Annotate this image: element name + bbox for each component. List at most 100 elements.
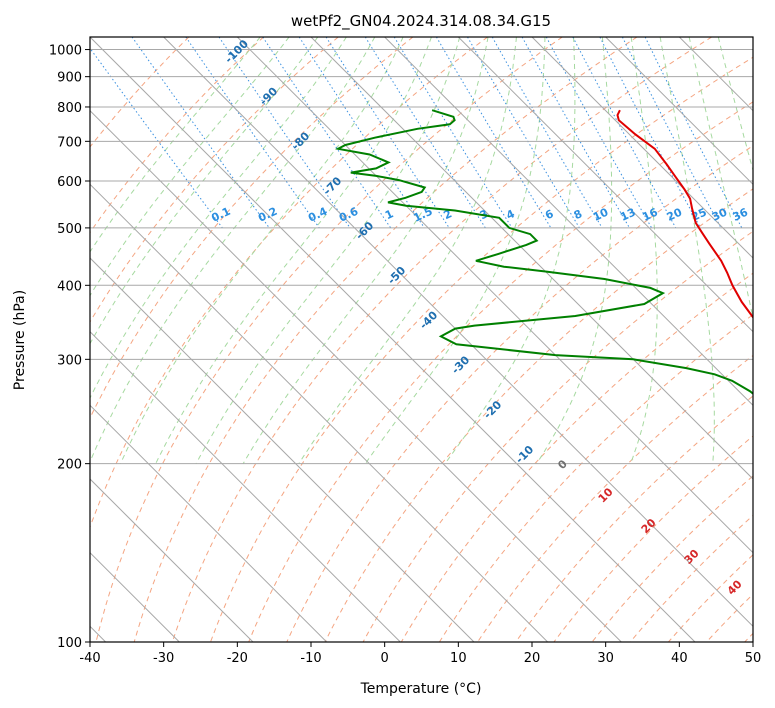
mixing-ratio-line <box>545 37 653 229</box>
moist-adiabat-line <box>90 37 347 400</box>
moist-adiabat-line <box>90 37 319 345</box>
mixing-ratio-label: 30 <box>710 205 730 223</box>
y-axis-title: Pressure (hPa) <box>12 290 28 390</box>
isotherm-line <box>531 37 753 259</box>
isotherm-label: 30 <box>682 547 702 567</box>
mixing-ratio-label: 4 <box>504 207 517 222</box>
isotherm-line <box>90 37 696 642</box>
mixing-ratio-label: 20 <box>665 205 685 223</box>
moist-adiabat-line <box>630 37 658 464</box>
dry-adiabat-line <box>95 37 563 642</box>
mixing-ratio-line <box>298 37 425 229</box>
moist-adiabat-line <box>364 37 546 464</box>
isotherm-line <box>90 257 475 642</box>
moist-adiabat-line <box>195 37 461 464</box>
y-tick-label: 1000 <box>49 44 82 59</box>
x-tick-label: -20 <box>227 651 248 666</box>
mixing-ratio-label: 6 <box>543 207 556 222</box>
dry-adiabat-line <box>591 475 753 642</box>
isotherm-label: 20 <box>639 516 659 536</box>
dry-adiabat-line <box>90 37 488 529</box>
mixing-ratio-line <box>90 47 223 229</box>
dry-adiabat-line <box>133 37 638 642</box>
x-tick-label: 20 <box>524 651 541 666</box>
y-tick-label: 100 <box>57 636 82 651</box>
isotherm-line <box>163 37 753 628</box>
x-tick-label: -40 <box>79 651 100 666</box>
dry-adiabat-line <box>90 37 190 148</box>
y-tick-label: 500 <box>57 222 82 237</box>
mixing-ratio-label: 16 <box>640 205 660 223</box>
y-tick-label: 400 <box>57 279 82 294</box>
x-axis-title: Temperature (°C) <box>360 681 482 697</box>
y-tick-label: 700 <box>57 135 82 150</box>
moist-adiabat-line <box>444 37 576 464</box>
moist-adiabat-line <box>717 37 753 173</box>
dry-adiabat-line <box>400 272 753 642</box>
x-tick-label: 10 <box>450 651 467 666</box>
isotherm-line <box>236 37 753 554</box>
mixing-ratio-line <box>218 37 351 229</box>
isotherm-label: -90 <box>257 85 280 108</box>
mixing-ratio-label: 36 <box>731 205 751 223</box>
y-tick-label: 800 <box>57 101 82 116</box>
mixing-ratio-line <box>644 37 743 229</box>
dry-adiabat-line <box>248 101 753 642</box>
dry-adiabat-line <box>744 632 753 642</box>
x-tick-label: -30 <box>153 651 174 666</box>
mixing-ratio-label: 13 <box>618 206 637 224</box>
isotherm-label: -10 <box>513 443 536 466</box>
dewpoint-profile-line <box>335 109 753 395</box>
dry-adiabat-line <box>90 37 414 420</box>
y-tick-label: 600 <box>57 175 82 190</box>
dry-adiabat-line <box>668 554 753 642</box>
moist-adiabat-line <box>242 37 489 464</box>
moist-adiabat-line <box>120 37 404 464</box>
y-tick-label: 300 <box>57 353 82 368</box>
y-tick-label: 200 <box>57 458 82 473</box>
moist-adiabat-line <box>155 37 432 464</box>
isotherm-line <box>90 404 328 642</box>
mixing-ratio-line <box>599 37 701 229</box>
x-tick-label: 40 <box>671 651 688 666</box>
isotherm-line <box>384 37 753 407</box>
isotherm-label: -80 <box>289 129 312 152</box>
plot-frame <box>89 36 754 643</box>
x-tick-label: 0 <box>381 651 389 666</box>
x-tick-label: 50 <box>745 651 762 666</box>
chart-title: wetPf2_GN04.2024.314.08.34.G15 <box>291 12 551 31</box>
temperature-profile-line <box>616 109 753 319</box>
dry-adiabat-line <box>438 313 753 642</box>
isotherm-line <box>310 37 753 480</box>
mixing-ratio-line <box>572 37 677 229</box>
isotherm-label: -70 <box>321 174 344 197</box>
isotherm-label: -60 <box>353 219 376 242</box>
isotherm-line <box>90 330 401 642</box>
moist-adiabat-line <box>90 37 290 297</box>
mixing-ratio-line <box>325 37 450 229</box>
mixing-ratio-label: 0.2 <box>256 205 279 225</box>
moist-adiabat-line <box>90 37 261 253</box>
isotherm-label: 10 <box>596 485 616 505</box>
isotherm-label: -30 <box>449 353 472 376</box>
isotherm-line <box>605 37 753 186</box>
isotherm-label: -50 <box>385 264 408 287</box>
dry-adiabat-line <box>706 593 753 642</box>
isotherm-line <box>752 37 753 38</box>
isotherm-line <box>457 37 753 333</box>
mixing-ratio-line <box>262 37 392 229</box>
mixing-ratio-label: 0.4 <box>306 205 329 225</box>
mixing-ratio-line <box>131 37 270 229</box>
mixing-ratio-line <box>185 37 320 229</box>
mixing-ratio-label: 0.1 <box>209 205 232 225</box>
x-tick-label: -10 <box>300 651 321 666</box>
mixing-ratio-label: 8 <box>572 207 584 222</box>
x-tick-label: 30 <box>597 651 614 666</box>
dry-adiabat-line <box>90 37 339 323</box>
dry-adiabat-line <box>515 395 753 642</box>
mixing-ratio-label: 0.6 <box>337 205 360 225</box>
mixing-ratio-label: 1 <box>383 207 395 222</box>
dry-adiabat-line <box>210 56 753 642</box>
mixing-ratio-label: 10 <box>591 205 611 223</box>
